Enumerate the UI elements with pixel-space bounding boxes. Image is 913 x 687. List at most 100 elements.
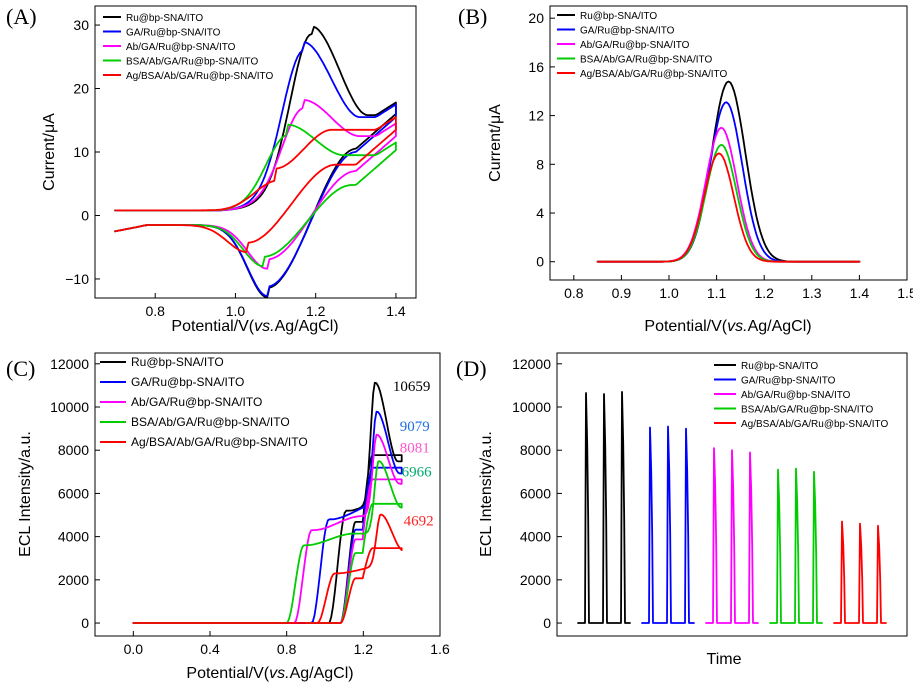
dpv-curve bbox=[596, 152, 861, 263]
peak-value-label: 8081 bbox=[400, 440, 430, 456]
y-tick-label: 20 bbox=[73, 81, 89, 97]
peak-value-label: 6966 bbox=[402, 465, 433, 481]
x-tick-label: 0.0 bbox=[124, 641, 144, 657]
x-tick-label: 0.8 bbox=[145, 303, 165, 319]
panel-c-x-ticks: 0.0 0.4 0.8 1.2 1.6 bbox=[124, 631, 450, 657]
x-tick-label: 1.0 bbox=[659, 285, 679, 301]
y-tick-label: 8 bbox=[536, 156, 544, 172]
legend-label: Ru@bp-SNA/ITO bbox=[580, 11, 657, 22]
y-tick-label: 2000 bbox=[520, 572, 551, 588]
y-tick-label: 30 bbox=[73, 17, 89, 33]
legend-label: Ab/GA/Ru@bp-SNA/ITO bbox=[126, 42, 236, 53]
panel-d-xlabel: Time bbox=[707, 651, 742, 668]
legend-label: Ab/GA/Ru@bp-SNA/ITO bbox=[580, 40, 690, 51]
y-tick-label: 2000 bbox=[58, 572, 89, 588]
y-tick-label: 0 bbox=[81, 615, 89, 631]
y-tick-label: 12000 bbox=[50, 356, 89, 372]
y-tick-label: 12000 bbox=[512, 356, 551, 372]
legend-label: BSA/Ab/GA/Ru@bp-SNA/ITO bbox=[131, 415, 290, 429]
ecl-stability-trace bbox=[641, 425, 695, 624]
panel-b-frame bbox=[549, 5, 908, 281]
legend-label: GA/Ru@bp-SNA/ITO bbox=[126, 28, 221, 39]
panel-b-letter: (B) bbox=[458, 4, 487, 29]
legend-label: Ag/BSA/Ab/GA/Ru@bp-SNA/ITO bbox=[126, 71, 273, 82]
y-tick-label: 12 bbox=[528, 108, 544, 124]
y-tick-label: 0 bbox=[81, 207, 89, 223]
y-tick-label: 4000 bbox=[520, 529, 551, 545]
panel-c: (C) 0.0 0.4 0.8 1.2 1.6 0 2000 4000 6000 8000 100… bbox=[6, 352, 450, 682]
x-tick-label: 1.6 bbox=[430, 641, 450, 657]
panel-a-xlabel: Potential/V(vs.Ag/AgCl) bbox=[171, 318, 338, 335]
x-tick-label: 0.8 bbox=[277, 641, 297, 657]
panel-a-letter: (A) bbox=[6, 4, 37, 29]
ecl-curve bbox=[132, 460, 403, 624]
panel-c-letter: (C) bbox=[6, 356, 35, 381]
panel-d: (D) 0 2000 4000 6000 8000 10000 12000 Ru@bp-SN… bbox=[456, 352, 908, 668]
peak-value-label: 9079 bbox=[400, 419, 430, 435]
ecl-stability-trace bbox=[833, 520, 887, 624]
panel-d-series bbox=[577, 391, 887, 624]
panel-a-ylabel: Current/μA bbox=[41, 113, 58, 191]
panel-c-y-ticks: 0 2000 4000 6000 8000 10000 12000 bbox=[50, 356, 100, 631]
panel-c-peak-labels: 10659 9079 8081 6966 4692 bbox=[393, 379, 434, 530]
legend-label: Ru@bp-SNA/ITO bbox=[131, 355, 224, 369]
panel-a-series bbox=[114, 25, 397, 299]
x-tick-label: 1.2 bbox=[354, 641, 374, 657]
x-tick-label: 1.2 bbox=[754, 285, 774, 301]
x-tick-label: 1.3 bbox=[802, 285, 822, 301]
panel-c-frame bbox=[94, 352, 441, 637]
panel-c-legend: Ru@bp-SNA/ITO GA/Ru@bp-SNA/ITO Ab/GA/Ru@bp… bbox=[100, 355, 308, 449]
y-tick-label: 4 bbox=[536, 205, 544, 221]
panel-b-xlabel: Potential/V(vs.Ag/AgCl) bbox=[644, 318, 811, 335]
y-tick-label: 6000 bbox=[520, 485, 551, 501]
dpv-curve bbox=[596, 101, 861, 263]
ecl-curve bbox=[132, 513, 403, 624]
y-tick-label: 10 bbox=[73, 144, 89, 160]
dpv-curve bbox=[596, 144, 861, 263]
panel-d-legend: Ru@bp-SNA/ITO GA/Ru@bp-SNA/ITO Ab/GA/Ru@bp… bbox=[714, 361, 888, 430]
ecl-stability-trace bbox=[769, 467, 823, 624]
legend-label: GA/Ru@bp-SNA/ITO bbox=[741, 376, 836, 387]
cv-curve bbox=[114, 116, 397, 254]
panel-c-xlabel: Potential/V(vs.Ag/AgCl) bbox=[186, 665, 353, 682]
y-tick-label: 10000 bbox=[512, 399, 551, 415]
legend-label: BSA/Ab/GA/Ru@bp-SNA/ITO bbox=[580, 55, 712, 66]
panel-a-legend: Ru@bp-SNA/ITO GA/Ru@bp-SNA/ITO Ab/GA/Ru@bp… bbox=[103, 13, 273, 82]
legend-label: Ag/BSA/Ab/GA/Ru@bp-SNA/ITO bbox=[131, 435, 308, 449]
x-tick-label: 1.2 bbox=[306, 303, 326, 319]
ecl-stability-trace bbox=[577, 391, 631, 624]
x-tick-label: 1.4 bbox=[850, 285, 870, 301]
y-tick-label: 20 bbox=[528, 10, 544, 26]
panel-b-y-ticks: 0 4 8 12 16 20 bbox=[528, 10, 555, 270]
panel-b-series bbox=[596, 80, 861, 263]
panel-b-ylabel: Current/μA bbox=[487, 104, 504, 182]
panel-c-ylabel: ECL Intensity/a.u. bbox=[17, 431, 34, 557]
panel-b: (B) 0.8 0.9 1.0 1.1 1.2 1.3 1.4 1.5 0 4 8 12 16 20 R… bbox=[458, 4, 913, 335]
legend-label: Ab/GA/Ru@bp-SNA/ITO bbox=[741, 390, 851, 401]
dpv-curve bbox=[596, 126, 861, 263]
x-tick-label: 0.4 bbox=[200, 641, 220, 657]
y-tick-label: 16 bbox=[528, 59, 544, 75]
x-tick-label: 1.4 bbox=[386, 303, 406, 319]
panel-c-series bbox=[132, 381, 403, 624]
legend-label: Ag/BSA/Ab/GA/Ru@bp-SNA/ITO bbox=[580, 69, 727, 80]
peak-value-label: 4692 bbox=[404, 514, 434, 530]
legend-label: Ru@bp-SNA/ITO bbox=[126, 13, 203, 24]
ecl-stability-trace bbox=[705, 447, 759, 624]
y-tick-label: 8000 bbox=[520, 442, 551, 458]
legend-label: Ab/GA/Ru@bp-SNA/ITO bbox=[131, 395, 262, 409]
y-tick-label: 6000 bbox=[58, 485, 89, 501]
x-tick-label: 1.1 bbox=[707, 285, 727, 301]
y-tick-label: −10 bbox=[65, 271, 89, 287]
panel-a-x-ticks: 0.8 1.0 1.2 1.4 bbox=[145, 293, 406, 319]
legend-label: Ru@bp-SNA/ITO bbox=[741, 361, 818, 372]
x-tick-label: 1.0 bbox=[226, 303, 246, 319]
peak-value-label: 10659 bbox=[393, 379, 431, 395]
panel-d-y-ticks: 0 2000 4000 6000 8000 10000 12000 bbox=[512, 356, 562, 631]
y-tick-label: 4000 bbox=[58, 529, 89, 545]
panel-d-frame bbox=[556, 352, 908, 637]
panel-d-letter: (D) bbox=[456, 356, 487, 381]
y-tick-label: 0 bbox=[536, 254, 544, 270]
panel-a-y-ticks: −10 0 10 20 30 bbox=[65, 17, 100, 287]
legend-label: BSA/Ab/GA/Ru@bp-SNA/ITO bbox=[126, 57, 258, 68]
